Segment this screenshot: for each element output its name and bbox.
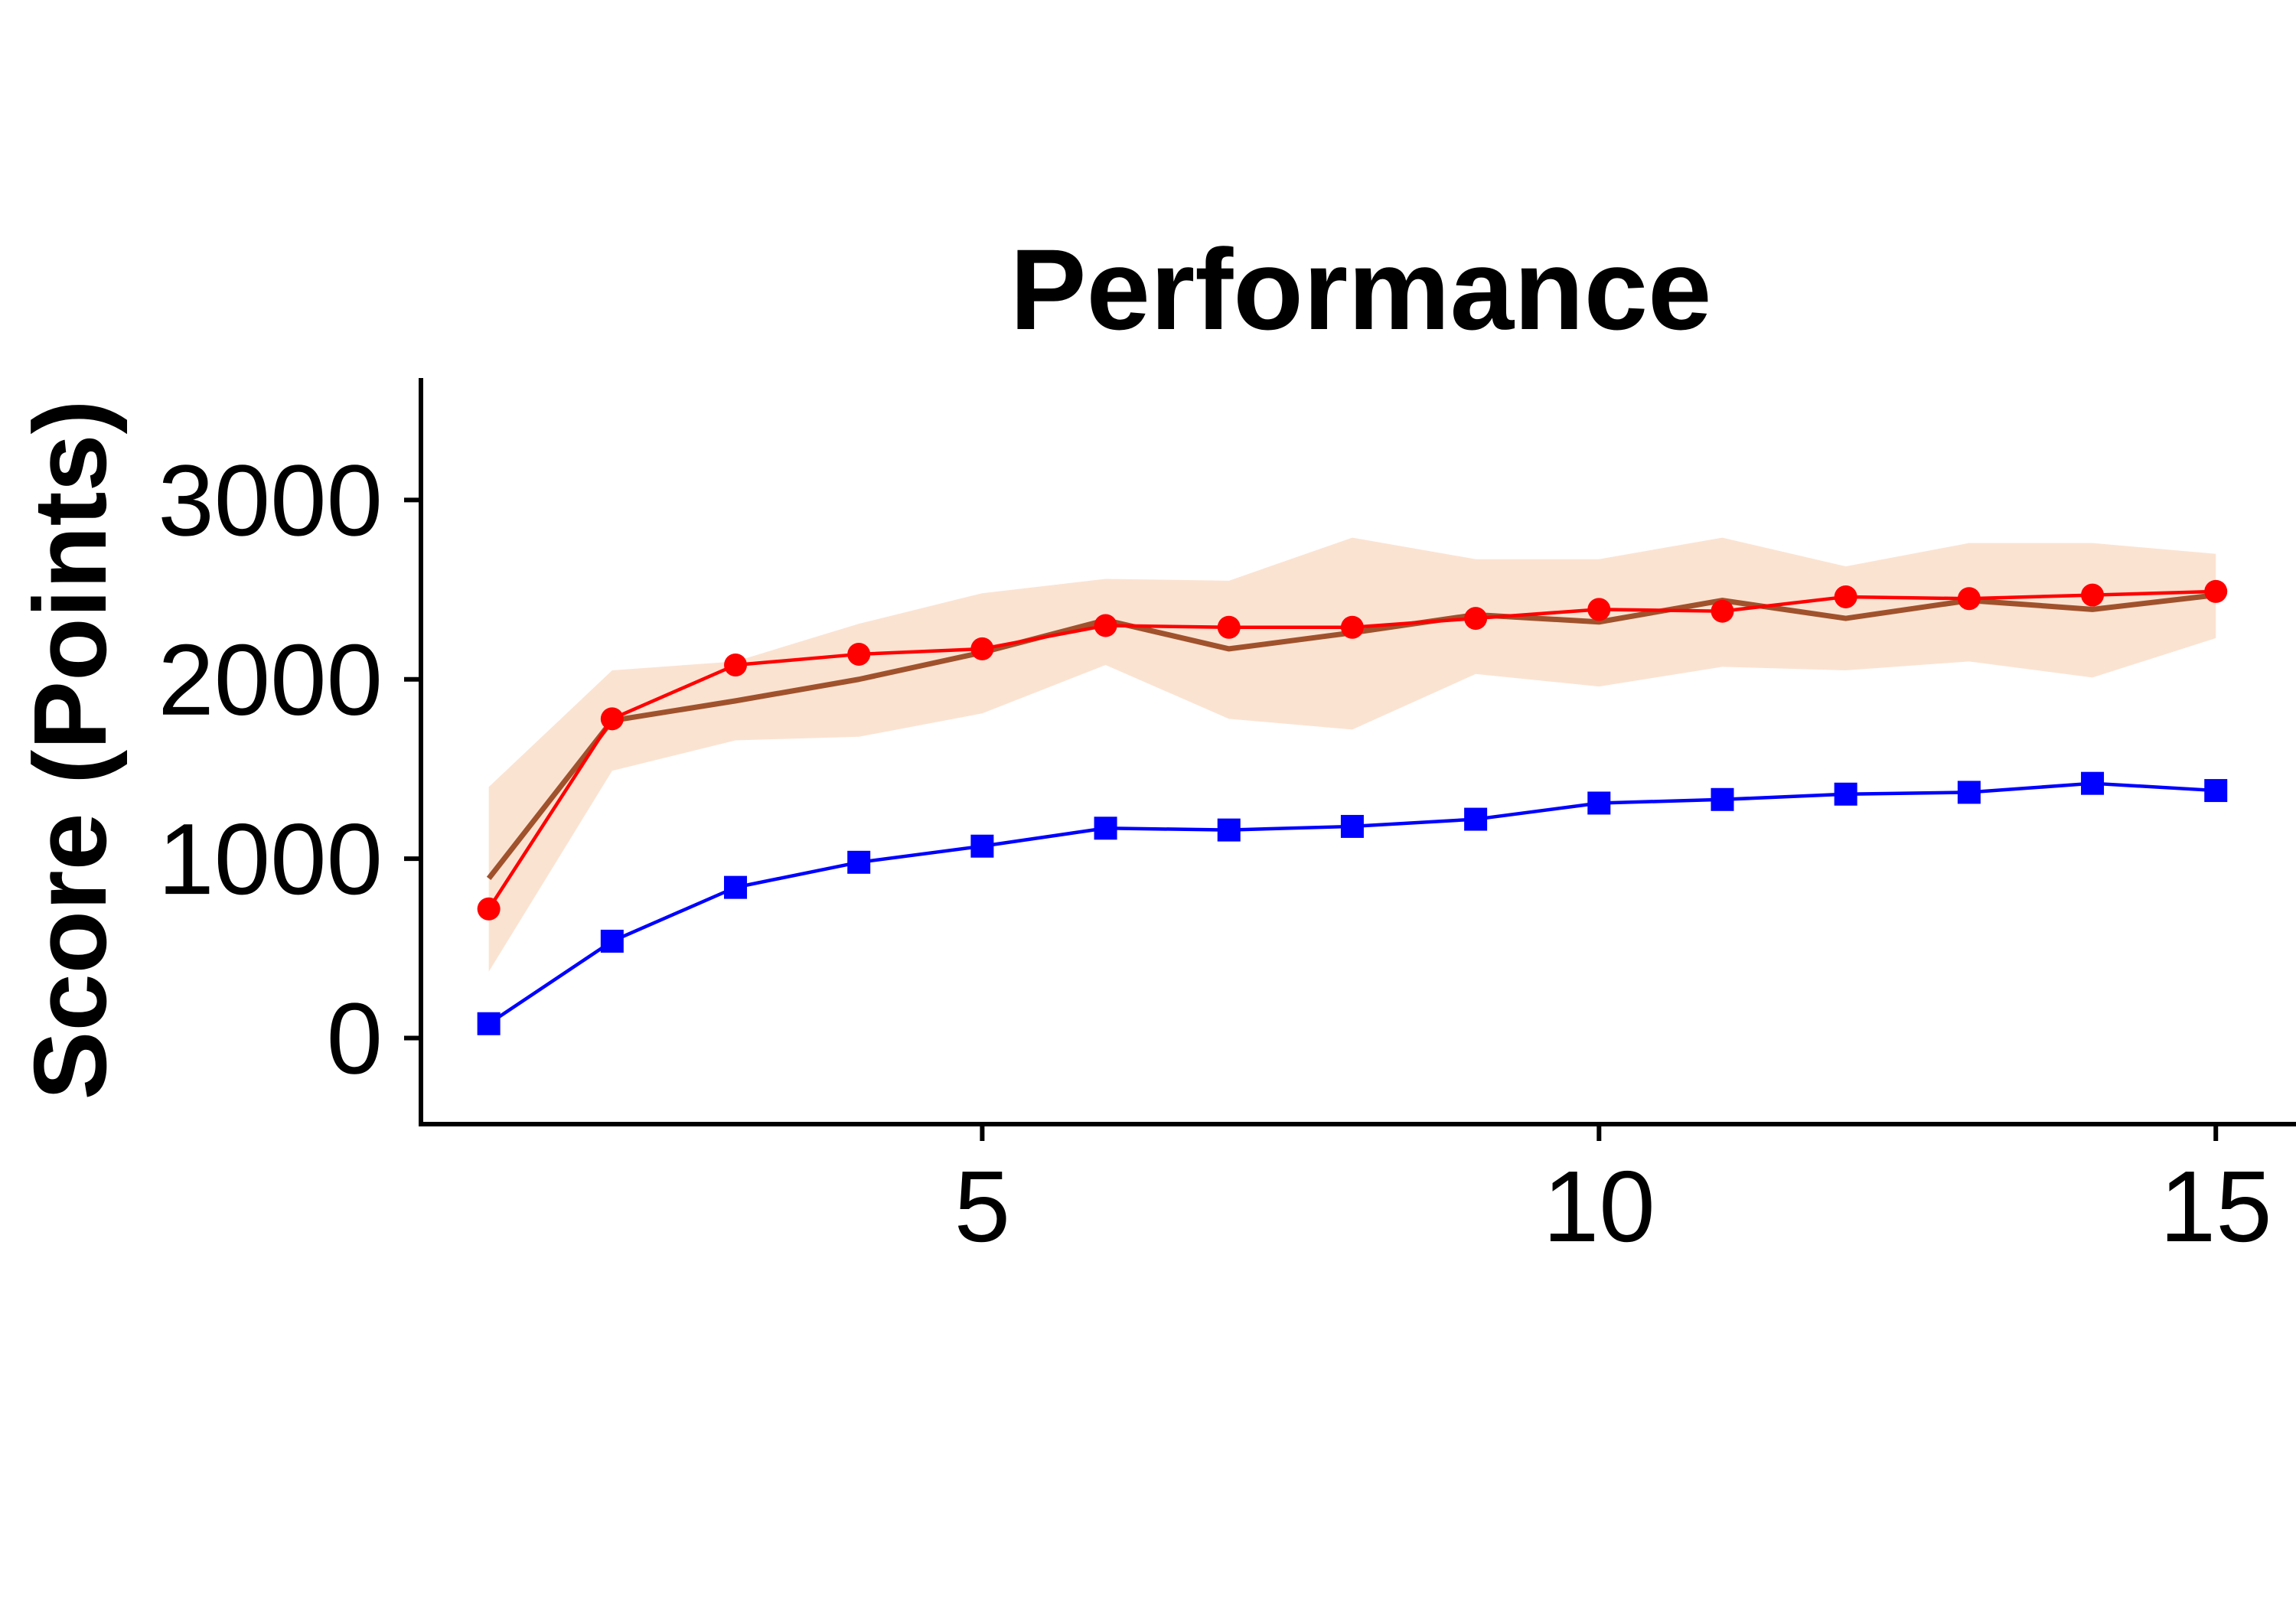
series-2-point <box>1094 817 1117 840</box>
series-1-point <box>724 654 748 676</box>
series-2-point <box>1957 781 1981 804</box>
series-1-point <box>1464 607 1488 631</box>
chart-title: Performance <box>1009 225 1711 354</box>
y-tick-label: 2000 <box>158 624 383 736</box>
series-1-point <box>1094 614 1117 637</box>
series-2-point <box>600 929 624 953</box>
x-tick-label: 15 <box>2160 1150 2272 1263</box>
series-2-point <box>1711 787 1734 811</box>
series-1-point <box>1217 615 1241 639</box>
series-2-point <box>477 1012 501 1035</box>
y-tick-label: 1000 <box>158 803 383 915</box>
series-1-point <box>1711 599 1734 623</box>
confidence-band <box>488 537 2216 972</box>
series-1-point <box>847 642 871 666</box>
series-2-point <box>1834 782 1857 806</box>
series-2-point <box>724 875 748 899</box>
confidence-band-layer <box>488 537 2216 972</box>
tick-layer: 5 10 15 0 1000 2000 3000 <box>158 444 2272 1263</box>
x-tick-label: 5 <box>954 1150 1010 1263</box>
series-2-point <box>2204 779 2228 803</box>
series-1-point <box>1834 585 1857 608</box>
series-1 <box>477 579 2228 921</box>
series-1-point <box>477 897 501 921</box>
series-2-point <box>847 850 871 874</box>
series-2-point <box>1587 791 1611 815</box>
series-2-point <box>970 834 994 858</box>
x-tick-label: 10 <box>1543 1150 1655 1263</box>
y-axis-label: Score (Points) <box>12 399 128 1100</box>
series-2-point <box>1217 818 1241 842</box>
series-2-point <box>1340 814 1364 838</box>
series-1-point <box>1957 587 1981 611</box>
y-tick-label: 0 <box>327 983 383 1095</box>
axes <box>419 378 2296 1126</box>
series-1-point <box>1340 615 1364 639</box>
series-1-point <box>2204 579 2228 603</box>
series-1-point <box>970 637 994 660</box>
series-1-point <box>2081 583 2105 607</box>
series-layer <box>477 579 2228 1035</box>
series-1-point <box>600 707 624 731</box>
series-2-point <box>1464 807 1488 831</box>
y-tick-label: 3000 <box>158 444 383 556</box>
series-1-point <box>1587 598 1611 621</box>
series-2-point <box>2081 771 2105 795</box>
series-2 <box>477 771 2228 1035</box>
